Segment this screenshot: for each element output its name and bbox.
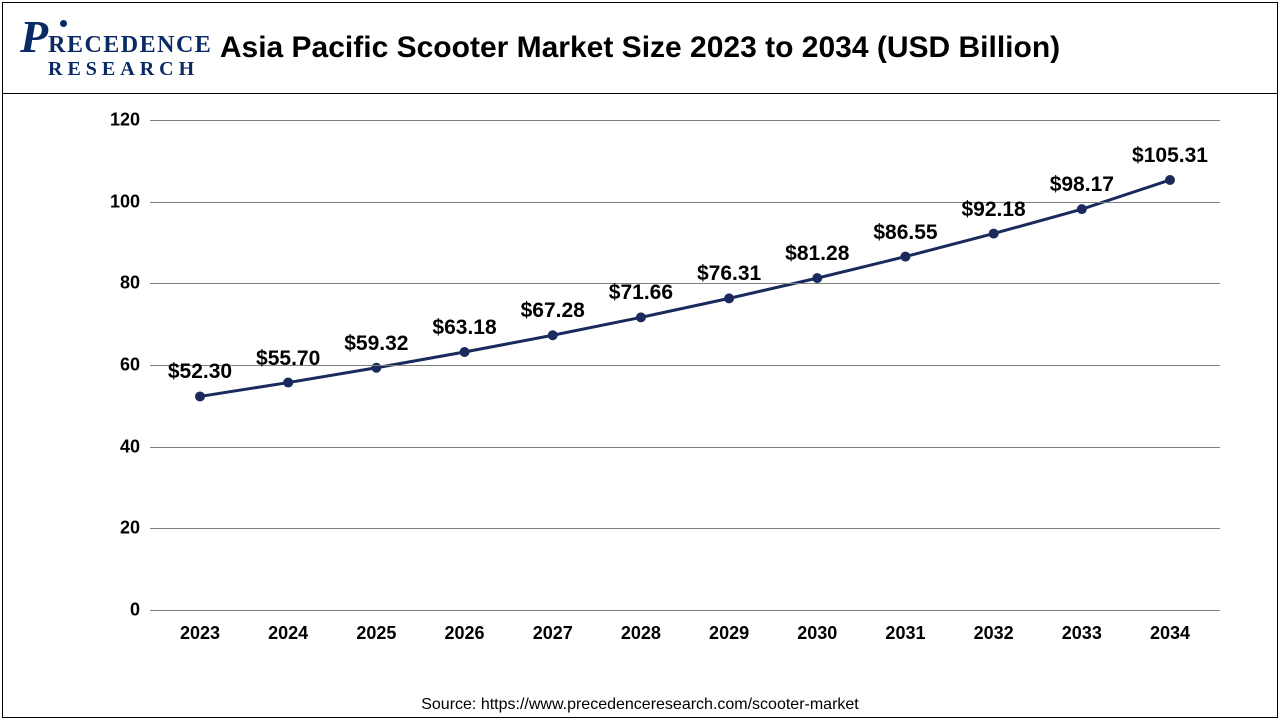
data-marker: [724, 293, 734, 303]
logo: P RECEDENCE RESEARCH: [20, 14, 210, 81]
data-marker: [548, 330, 558, 340]
y-axis-tick: 80: [100, 273, 140, 294]
data-label: $59.32: [344, 332, 408, 356]
gridline: [150, 120, 1220, 121]
data-label: $71.66: [609, 281, 673, 305]
data-marker: [812, 273, 822, 283]
x-axis-tick: 2034: [1150, 623, 1190, 644]
data-marker: [283, 378, 293, 388]
y-axis-tick: 60: [100, 355, 140, 376]
data-label: $81.28: [785, 242, 849, 266]
x-axis-tick: 2024: [268, 623, 308, 644]
x-axis-tick: 2025: [356, 623, 396, 644]
chart-area: 0204060801001202023202420252026202720282…: [110, 120, 1220, 640]
logo-word-precedence: RECEDENCE: [48, 33, 212, 57]
source-caption: Source: https://www.precedenceresearch.c…: [0, 696, 1280, 714]
logo-letter-p: P: [20, 14, 48, 60]
data-marker: [636, 312, 646, 322]
data-marker: [460, 347, 470, 357]
y-axis-tick: 120: [100, 110, 140, 131]
data-label: $86.55: [873, 221, 937, 245]
y-axis-tick: 20: [100, 518, 140, 539]
x-axis-tick: 2026: [445, 623, 485, 644]
x-axis-tick: 2030: [797, 623, 837, 644]
gridline: [150, 202, 1220, 203]
data-label: $55.70: [256, 347, 320, 371]
data-label: $52.30: [168, 360, 232, 384]
gridline: [150, 283, 1220, 284]
x-axis-tick: 2023: [180, 623, 220, 644]
x-axis-tick: 2033: [1062, 623, 1102, 644]
gridline: [150, 528, 1220, 529]
data-marker: [900, 252, 910, 262]
y-axis-tick: 100: [100, 191, 140, 212]
y-axis-tick: 0: [100, 600, 140, 621]
data-marker: [989, 229, 999, 239]
x-axis-tick: 2029: [709, 623, 749, 644]
x-axis-tick: 2027: [533, 623, 573, 644]
logo-word-research: RESEARCH: [48, 58, 210, 81]
data-label: $67.28: [521, 299, 585, 323]
data-label: $105.31: [1132, 144, 1208, 168]
x-axis-tick: 2031: [885, 623, 925, 644]
plot-region: 0204060801001202023202420252026202720282…: [150, 120, 1220, 610]
data-label: $63.18: [432, 316, 496, 340]
gridline: [150, 610, 1220, 611]
y-axis-tick: 40: [100, 436, 140, 457]
x-axis-tick: 2028: [621, 623, 661, 644]
data-marker: [1165, 175, 1175, 185]
logo-dot-icon: [60, 20, 67, 27]
data-marker: [1077, 204, 1087, 214]
data-label: $98.17: [1050, 173, 1114, 197]
data-label: $92.18: [962, 198, 1026, 222]
x-axis-tick: 2032: [974, 623, 1014, 644]
header-band: P RECEDENCE RESEARCH Asia Pacific Scoote…: [2, 2, 1278, 94]
gridline: [150, 447, 1220, 448]
data-marker: [195, 391, 205, 401]
data-label: $76.31: [697, 262, 761, 286]
